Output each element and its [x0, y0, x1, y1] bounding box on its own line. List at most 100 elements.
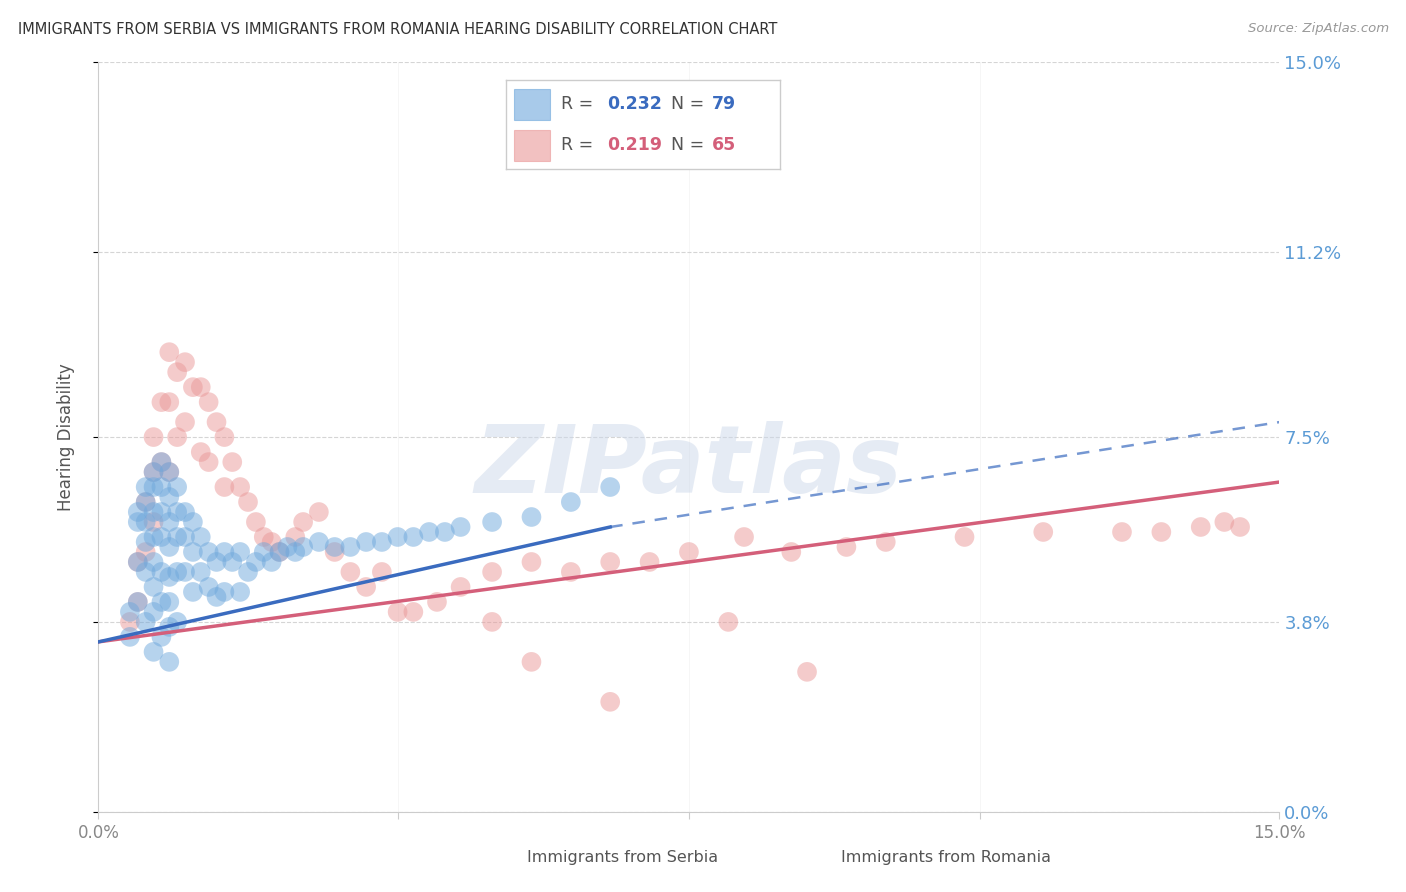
Point — [599, 695, 621, 709]
Point — [253, 530, 276, 544]
Point — [520, 555, 543, 569]
Text: N =: N = — [671, 136, 710, 154]
Point — [150, 565, 173, 579]
Point — [150, 455, 173, 469]
Point — [127, 555, 149, 569]
Point — [205, 590, 228, 604]
Point — [1229, 520, 1251, 534]
Point — [1150, 524, 1173, 539]
Text: 0.219: 0.219 — [607, 136, 662, 154]
Point — [157, 395, 180, 409]
Point — [135, 565, 157, 579]
Point — [197, 580, 219, 594]
Point — [638, 555, 661, 569]
Text: IMMIGRANTS FROM SERBIA VS IMMIGRANTS FROM ROMANIA HEARING DISABILITY CORRELATION: IMMIGRANTS FROM SERBIA VS IMMIGRANTS FRO… — [18, 22, 778, 37]
Text: Immigrants from Romania: Immigrants from Romania — [841, 850, 1050, 864]
Point — [599, 555, 621, 569]
Point — [354, 580, 377, 594]
Point — [174, 355, 197, 369]
Point — [450, 580, 472, 594]
Point — [142, 645, 165, 659]
Point — [402, 530, 425, 544]
Point — [127, 595, 149, 609]
Point — [678, 545, 700, 559]
Point — [1111, 524, 1133, 539]
Point — [292, 515, 315, 529]
Point — [284, 530, 307, 544]
Point — [142, 465, 165, 479]
Point — [174, 530, 197, 544]
Point — [323, 545, 346, 559]
Point — [308, 535, 330, 549]
Point — [308, 505, 330, 519]
Point — [190, 565, 212, 579]
Point — [157, 655, 180, 669]
Point — [127, 595, 149, 609]
Point — [142, 605, 165, 619]
Point — [181, 585, 204, 599]
Point — [166, 615, 188, 629]
Point — [269, 545, 291, 559]
Text: N =: N = — [671, 95, 710, 113]
Point — [205, 415, 228, 429]
Point — [150, 395, 173, 409]
Point — [733, 530, 755, 544]
Point — [190, 380, 212, 394]
Point — [371, 565, 394, 579]
Point — [157, 570, 180, 584]
Point — [450, 520, 472, 534]
Point — [796, 665, 818, 679]
Point — [520, 655, 543, 669]
Point — [135, 480, 157, 494]
Point — [150, 630, 173, 644]
Point — [236, 565, 259, 579]
Point — [481, 615, 503, 629]
Point — [142, 515, 165, 529]
Point — [197, 395, 219, 409]
Point — [284, 545, 307, 559]
Point — [118, 605, 141, 619]
Point — [142, 555, 165, 569]
Y-axis label: Hearing Disability: Hearing Disability — [56, 363, 75, 511]
Text: ZIPatlas: ZIPatlas — [475, 421, 903, 513]
Point — [166, 530, 188, 544]
Point — [150, 530, 173, 544]
Point — [174, 415, 197, 429]
Point — [717, 615, 740, 629]
Text: Source: ZipAtlas.com: Source: ZipAtlas.com — [1249, 22, 1389, 36]
Point — [135, 535, 157, 549]
Point — [181, 380, 204, 394]
Point — [127, 505, 149, 519]
Point — [150, 455, 173, 469]
Point — [276, 540, 298, 554]
Point — [135, 495, 157, 509]
Point — [214, 480, 236, 494]
Point — [190, 530, 212, 544]
Point — [229, 545, 252, 559]
Point — [190, 445, 212, 459]
Point — [875, 535, 897, 549]
Point — [269, 545, 291, 559]
Point — [481, 515, 503, 529]
Point — [323, 540, 346, 554]
Text: R =: R = — [561, 95, 599, 113]
Point — [221, 555, 243, 569]
Point — [835, 540, 858, 554]
Point — [150, 505, 173, 519]
Point — [142, 430, 165, 444]
Point — [520, 510, 543, 524]
Point — [181, 545, 204, 559]
Point — [260, 555, 283, 569]
Point — [150, 595, 173, 609]
Point — [157, 465, 180, 479]
Point — [229, 480, 252, 494]
Point — [354, 535, 377, 549]
Point — [260, 535, 283, 549]
Point — [142, 465, 165, 479]
Point — [214, 545, 236, 559]
Point — [426, 595, 449, 609]
Point — [418, 524, 440, 539]
Point — [118, 615, 141, 629]
Point — [127, 555, 149, 569]
Point — [433, 524, 456, 539]
